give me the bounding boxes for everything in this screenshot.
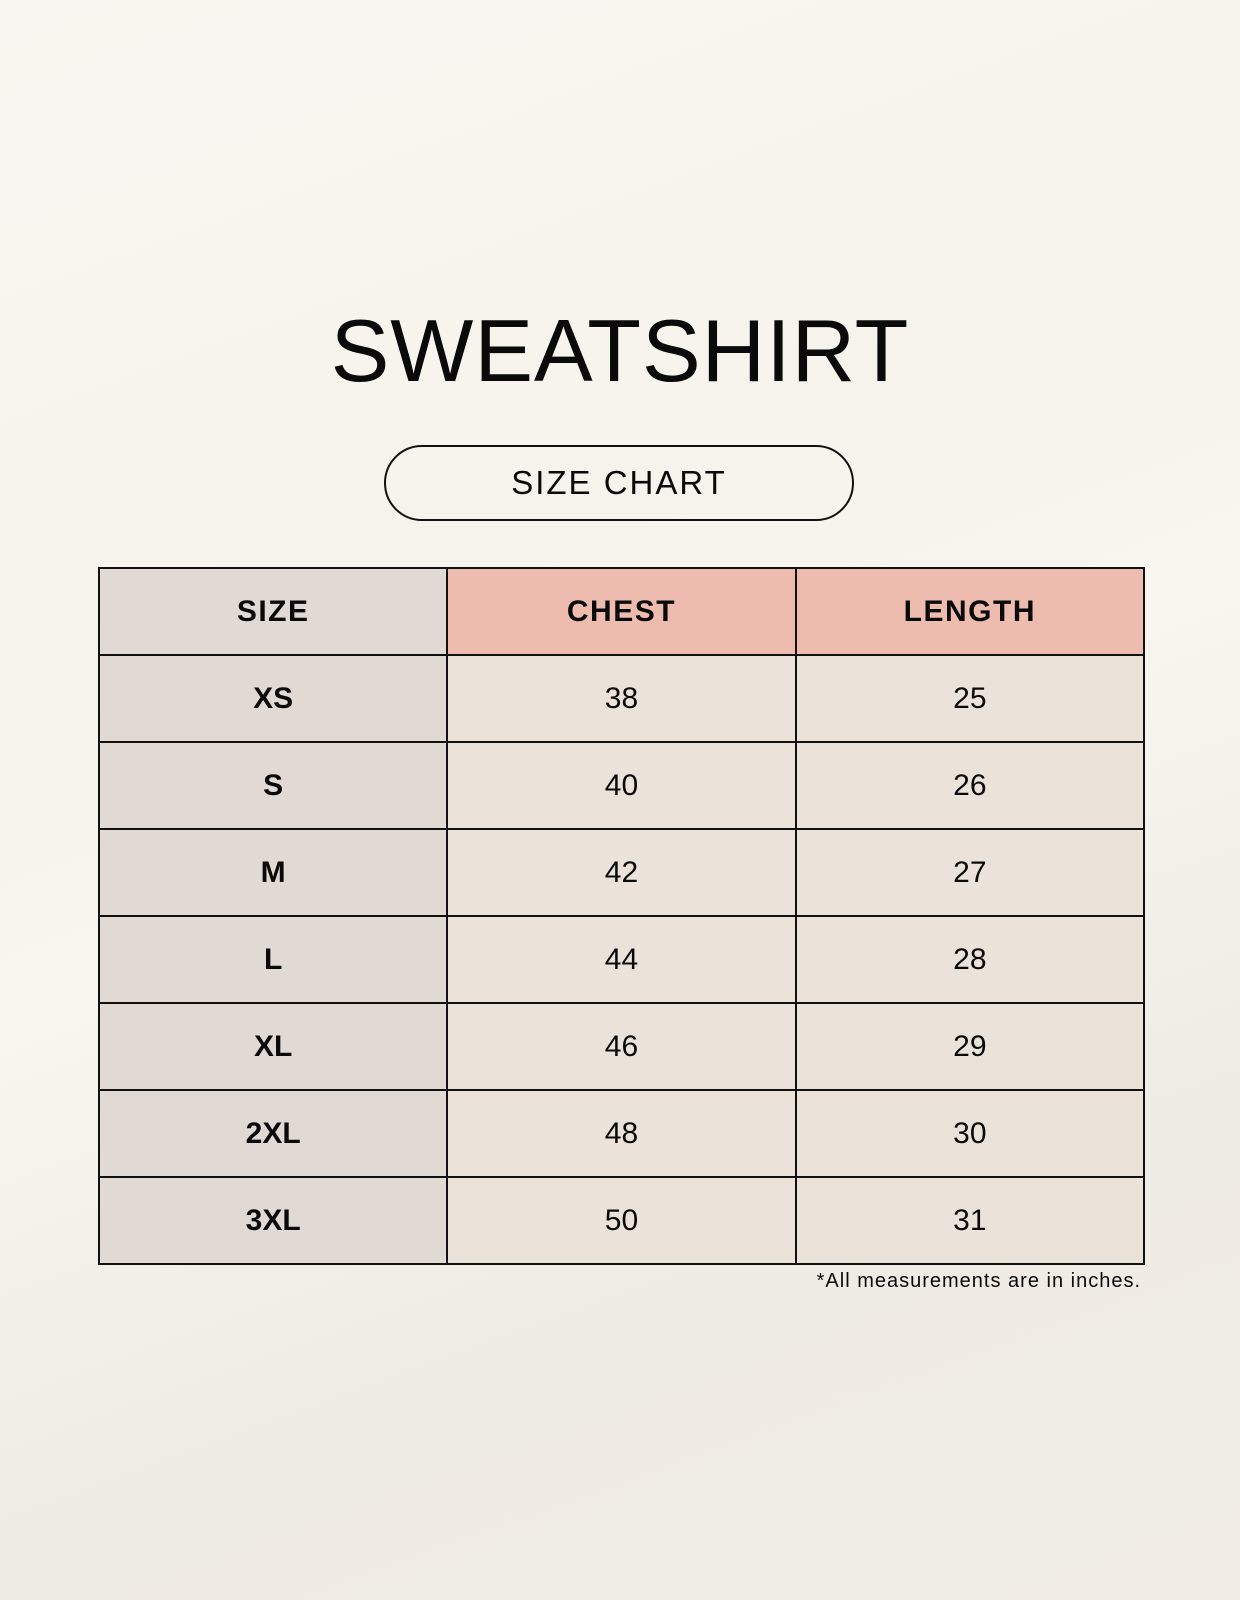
length-cell: 25 bbox=[794, 654, 1146, 743]
chest-cell: 50 bbox=[446, 1176, 797, 1265]
table-row: 2XL 48 30 bbox=[97, 1089, 1146, 1178]
length-cell: 30 bbox=[794, 1089, 1146, 1178]
chest-cell: 44 bbox=[446, 915, 797, 1004]
footnote: *All measurements are in inches. bbox=[816, 1270, 1141, 1292]
length-cell: 29 bbox=[794, 1002, 1146, 1091]
length-cell: 26 bbox=[794, 741, 1146, 830]
table-row: M 42 27 bbox=[97, 828, 1146, 917]
header-size: SIZE bbox=[97, 567, 449, 656]
length-cell: 28 bbox=[794, 915, 1146, 1004]
table-row: XS 38 25 bbox=[97, 654, 1146, 743]
table-row: S 40 26 bbox=[97, 741, 1146, 830]
table-row: L 44 28 bbox=[97, 915, 1146, 1004]
size-cell: XS bbox=[97, 654, 449, 743]
table-header-row: SIZE CHEST LENGTH bbox=[97, 567, 1146, 656]
chest-cell: 46 bbox=[446, 1002, 797, 1091]
chest-cell: 42 bbox=[446, 828, 797, 917]
size-cell: S bbox=[97, 741, 449, 830]
size-chart-badge: SIZE CHART bbox=[384, 445, 854, 521]
page-title: SWEATSHIRT bbox=[330, 301, 910, 400]
size-cell: 3XL bbox=[97, 1176, 449, 1265]
size-cell: M bbox=[97, 828, 449, 917]
chest-cell: 40 bbox=[446, 741, 797, 830]
size-cell: XL bbox=[97, 1002, 449, 1091]
chest-cell: 38 bbox=[446, 654, 797, 743]
size-cell: 2XL bbox=[97, 1089, 449, 1178]
header-chest: CHEST bbox=[446, 567, 797, 656]
length-cell: 27 bbox=[794, 828, 1146, 917]
table-row: 3XL 50 31 bbox=[97, 1176, 1146, 1265]
size-cell: L bbox=[97, 915, 449, 1004]
length-cell: 31 bbox=[794, 1176, 1146, 1265]
size-table: SIZE CHEST LENGTH XS 38 25 S 40 26 M 42 27 L 44 28 X… bbox=[97, 567, 1146, 1265]
header-length: LENGTH bbox=[794, 567, 1146, 656]
chest-cell: 48 bbox=[446, 1089, 797, 1178]
table-row: XL 46 29 bbox=[97, 1002, 1146, 1091]
